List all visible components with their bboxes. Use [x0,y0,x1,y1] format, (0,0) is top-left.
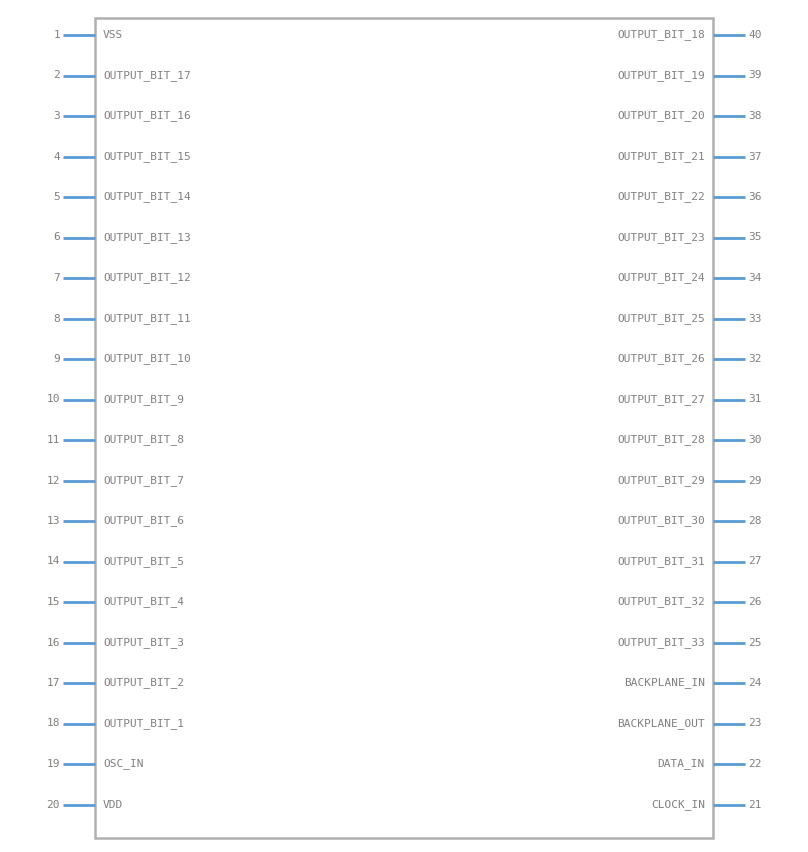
Text: OUTPUT_BIT_1: OUTPUT_BIT_1 [103,718,184,729]
Text: OUTPUT_BIT_10: OUTPUT_BIT_10 [103,354,191,365]
Text: OUTPUT_BIT_9: OUTPUT_BIT_9 [103,394,184,405]
Text: 5: 5 [53,192,60,202]
Text: 30: 30 [748,435,761,445]
Text: 37: 37 [748,152,761,162]
Text: 13: 13 [47,516,60,526]
Text: 38: 38 [748,111,761,121]
Text: OUTPUT_BIT_29: OUTPUT_BIT_29 [617,475,705,486]
Text: OUTPUT_BIT_4: OUTPUT_BIT_4 [103,596,184,607]
Text: OUTPUT_BIT_12: OUTPUT_BIT_12 [103,273,191,284]
Text: OUTPUT_BIT_31: OUTPUT_BIT_31 [617,556,705,567]
Text: OUTPUT_BIT_28: OUTPUT_BIT_28 [617,435,705,446]
Text: OUTPUT_BIT_32: OUTPUT_BIT_32 [617,596,705,607]
Text: OUTPUT_BIT_27: OUTPUT_BIT_27 [617,394,705,405]
Text: OUTPUT_BIT_2: OUTPUT_BIT_2 [103,677,184,688]
Text: 28: 28 [748,516,761,526]
Text: OUTPUT_BIT_3: OUTPUT_BIT_3 [103,637,184,648]
Text: OUTPUT_BIT_13: OUTPUT_BIT_13 [103,232,191,243]
Text: OUTPUT_BIT_15: OUTPUT_BIT_15 [103,151,191,162]
Text: 26: 26 [748,597,761,607]
Text: OUTPUT_BIT_19: OUTPUT_BIT_19 [617,70,705,81]
Text: OUTPUT_BIT_18: OUTPUT_BIT_18 [617,30,705,40]
Text: OUTPUT_BIT_24: OUTPUT_BIT_24 [617,273,705,284]
Text: 16: 16 [47,637,60,648]
Text: OUTPUT_BIT_17: OUTPUT_BIT_17 [103,70,191,81]
Text: 14: 14 [47,556,60,567]
Text: OUTPUT_BIT_20: OUTPUT_BIT_20 [617,111,705,122]
Text: BACKPLANE_IN: BACKPLANE_IN [624,677,705,688]
Text: 29: 29 [748,475,761,486]
Text: 19: 19 [47,759,60,769]
Text: OUTPUT_BIT_6: OUTPUT_BIT_6 [103,515,184,527]
Text: 7: 7 [53,273,60,283]
Text: 9: 9 [53,354,60,364]
Text: 27: 27 [748,556,761,567]
Text: 40: 40 [748,30,761,40]
Text: 18: 18 [47,718,60,728]
Text: VSS: VSS [103,30,124,40]
Text: 1: 1 [53,30,60,40]
Text: 22: 22 [748,759,761,769]
Text: 3: 3 [53,111,60,121]
Text: 32: 32 [748,354,761,364]
Text: OUTPUT_BIT_21: OUTPUT_BIT_21 [617,151,705,162]
Text: 15: 15 [47,597,60,607]
Bar [95,18,713,838]
Text: OUTPUT_BIT_23: OUTPUT_BIT_23 [617,232,705,243]
Text: OUTPUT_BIT_11: OUTPUT_BIT_11 [103,313,191,324]
Text: OUTPUT_BIT_14: OUTPUT_BIT_14 [103,192,191,203]
Text: 8: 8 [53,314,60,324]
Text: 25: 25 [748,637,761,648]
Text: 2: 2 [53,71,60,80]
Text: CLOCK_IN: CLOCK_IN [651,799,705,810]
Text: 20: 20 [47,799,60,809]
Text: 12: 12 [47,475,60,486]
Text: OUTPUT_BIT_33: OUTPUT_BIT_33 [617,637,705,648]
Text: BACKPLANE_OUT: BACKPLANE_OUT [617,718,705,729]
Text: DATA_IN: DATA_IN [658,758,705,769]
Text: 24: 24 [748,678,761,688]
Text: OUTPUT_BIT_5: OUTPUT_BIT_5 [103,556,184,567]
Text: VDD: VDD [103,799,124,809]
Text: 6: 6 [53,233,60,243]
Text: 17: 17 [47,678,60,688]
Text: 36: 36 [748,192,761,202]
Text: 21: 21 [748,799,761,809]
Text: 31: 31 [748,394,761,405]
Text: 33: 33 [748,314,761,324]
Text: OUTPUT_BIT_22: OUTPUT_BIT_22 [617,192,705,203]
Text: 39: 39 [748,71,761,80]
Text: OUTPUT_BIT_25: OUTPUT_BIT_25 [617,313,705,324]
Text: 23: 23 [748,718,761,728]
Text: OUTPUT_BIT_30: OUTPUT_BIT_30 [617,515,705,527]
Text: OUTPUT_BIT_26: OUTPUT_BIT_26 [617,354,705,365]
Text: 34: 34 [748,273,761,283]
Text: OSC_IN: OSC_IN [103,758,144,769]
Text: OUTPUT_BIT_16: OUTPUT_BIT_16 [103,111,191,122]
Text: 35: 35 [748,233,761,243]
Text: 4: 4 [53,152,60,162]
Text: 10: 10 [47,394,60,405]
Text: 11: 11 [47,435,60,445]
Text: OUTPUT_BIT_8: OUTPUT_BIT_8 [103,435,184,446]
Text: OUTPUT_BIT_7: OUTPUT_BIT_7 [103,475,184,486]
